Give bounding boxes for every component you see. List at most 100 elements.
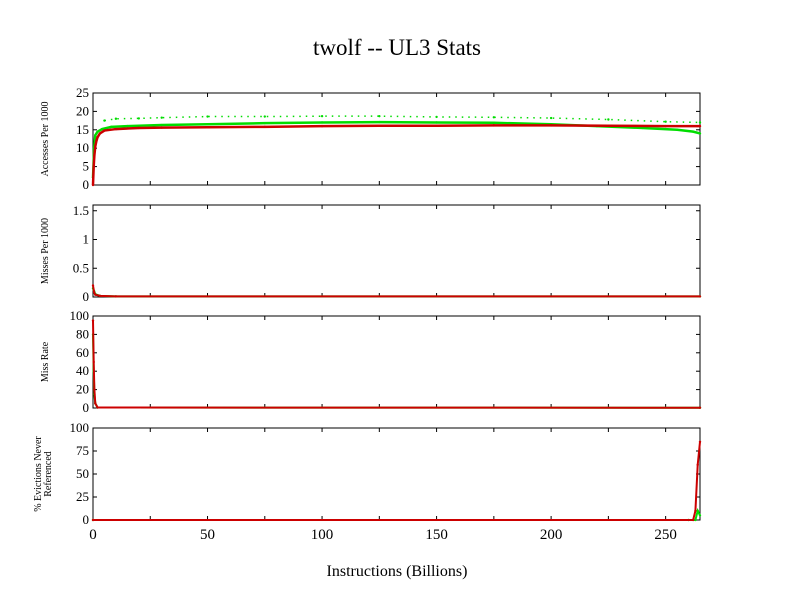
y-tick-label: 75 [76,443,89,458]
data-point [94,145,97,148]
data-point [698,406,702,409]
y-tick-label: 0.5 [73,260,89,275]
y-tick-label: 0 [83,512,90,527]
data-point [160,123,163,127]
x-tick-label: 250 [654,527,677,543]
x-tick-label: 150 [425,527,448,543]
data-point [91,183,95,187]
series-red-line [93,441,701,521]
data-point [549,124,553,127]
data-point [664,120,667,123]
panel-3: 0 20 40 60 80 100 Miss Rate [40,308,702,415]
data-point [114,295,118,298]
data-point [320,124,324,128]
y-tick-label: 5 [83,159,90,174]
chart-title: twolf -- UL3 Stats [313,35,481,60]
data-point [696,463,699,466]
data-point [96,135,99,139]
x-axis-label: Instructions (Billions) [327,563,468,580]
series-red-line [91,124,700,186]
data-point [103,129,106,132]
x-tick-label: 200 [540,527,563,543]
y-tick-label: 25 [76,489,89,504]
series-green-line [91,120,701,178]
data-point [698,295,702,298]
y-axis-label: Accesses Per 1000 [40,102,51,177]
series-green-line [92,288,700,298]
data-point [492,116,496,119]
data-point [206,126,209,129]
data-point [435,115,438,119]
data-point [91,518,95,522]
series-green-scatter [104,115,701,124]
data-point [114,117,118,120]
data-point [691,130,695,133]
x-axis-tick-labels: 0 50 100 150 200 250 [89,527,677,543]
y-tick-label: 100 [70,308,90,323]
data-point [100,127,104,131]
y-axis-label: Referenced [43,451,54,497]
data-point [263,125,266,129]
plot-frame [92,204,701,298]
data-point [549,116,553,120]
y-tick-label: 0 [83,289,90,304]
y-tick-label: 25 [76,85,89,100]
data-point [641,126,644,130]
data-point [698,124,702,128]
data-point [492,121,496,125]
y-tick-label: 20 [76,382,89,397]
y-tick-label: 15 [76,122,89,137]
data-point [607,118,610,121]
data-point [114,127,118,131]
data-point [91,284,95,287]
data-point [98,132,102,135]
data-point [698,440,702,443]
data-point [320,114,324,118]
data-point [675,128,679,131]
panel-1: 0 5 10 15 20 25 Accesses Per 1000 [40,85,702,192]
plot-frame [92,427,701,521]
data-point [103,119,106,122]
data-point [698,132,702,135]
data-point [492,124,496,127]
y-tick-label: 50 [76,466,89,481]
data-point [92,165,95,168]
data-point [698,514,702,517]
y-tick-label: 60 [76,345,89,360]
data-point [378,124,381,127]
data-point [95,139,98,143]
y-tick-label: 20 [76,103,89,118]
data-point [320,121,324,124]
plot-frame [92,315,701,409]
data-point [691,518,695,522]
data-point [607,124,610,127]
series-green-line [93,507,701,521]
data-point [93,154,96,157]
data-point [92,291,96,294]
data-point [93,388,96,391]
y-tick-label: 0 [83,177,90,192]
data-point [263,115,266,118]
y-tick-label: 40 [76,363,89,378]
y-tick-label: 10 [76,140,89,155]
data-point [664,124,667,128]
x-tick-label: 50 [200,527,215,543]
data-point [160,116,163,119]
data-point [137,117,141,120]
data-point [206,115,209,118]
data-point [160,126,163,129]
panel-2: 0 0.5 1 1.5 Misses Per 1000 [40,203,702,304]
data-point [98,294,102,298]
data-point [137,126,141,130]
panels: 0 5 10 15 20 25 Accesses Per 1000 0 0.5 1 1.5 Misse… [33,85,702,527]
data-point [435,124,438,127]
series-red-line [92,320,701,409]
data-point [94,402,97,405]
y-axis-label: Miss Rate [40,341,51,382]
data-point [435,121,438,124]
y-tick-label: 1.5 [73,203,89,218]
x-tick-label: 0 [89,527,97,543]
panel-4: 0 25 50 75 100 % Evictions Never Referenced [33,420,702,527]
data-point [378,114,381,118]
